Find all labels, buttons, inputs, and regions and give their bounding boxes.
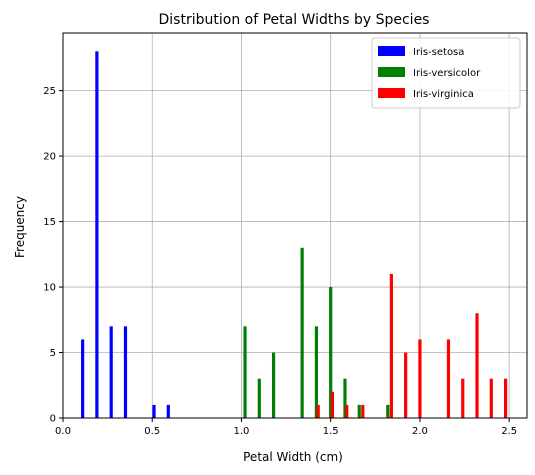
x-tick-label: 0.5 (144, 426, 160, 437)
bar (315, 326, 318, 418)
bar (152, 405, 155, 418)
bar (258, 379, 261, 418)
bar (272, 353, 275, 418)
legend-swatch (378, 67, 405, 77)
bar (167, 405, 170, 418)
bar (386, 405, 389, 418)
x-tick-label: 1.5 (323, 426, 339, 437)
legend-swatch (378, 46, 405, 56)
bar (504, 379, 507, 418)
bar (301, 248, 304, 418)
y-tick-label: 20 (43, 152, 56, 163)
legend-label: Iris-versicolor (413, 68, 481, 79)
bar (358, 405, 361, 418)
legend-label: Iris-setosa (413, 47, 464, 58)
y-tick-label: 5 (50, 348, 56, 359)
bar (461, 379, 464, 418)
y-tick-label: 10 (43, 283, 56, 294)
legend: Iris-setosa Iris-versicolor Iris-virginica (372, 38, 520, 108)
y-axis-title: Frequency (13, 196, 27, 258)
x-tick-label: 1.0 (234, 426, 250, 437)
bar (361, 405, 364, 418)
legend-swatch (378, 88, 405, 98)
bar (345, 405, 348, 418)
bar (243, 326, 246, 418)
x-tick-label: 0.0 (55, 426, 71, 437)
bar (404, 353, 407, 418)
bar (475, 313, 478, 418)
bar (418, 339, 421, 418)
bar (124, 326, 127, 418)
x-axis-title: Petal Width (cm) (243, 450, 343, 464)
bar (331, 392, 334, 418)
y-tick-label: 25 (43, 86, 56, 97)
y-tick-label: 0 (50, 414, 56, 425)
legend-label: Iris-virginica (413, 89, 474, 100)
bar (447, 339, 450, 418)
chart-title: Distribution of Petal Widths by Species (159, 12, 430, 28)
x-tick-label: 2.5 (501, 426, 517, 437)
bar (317, 405, 320, 418)
y-tick-label: 15 (43, 217, 56, 228)
bar (81, 339, 84, 418)
x-tick-label: 2.0 (412, 426, 428, 437)
bar (490, 379, 493, 418)
bar (390, 274, 393, 418)
bar (110, 326, 113, 418)
bar (95, 51, 98, 418)
